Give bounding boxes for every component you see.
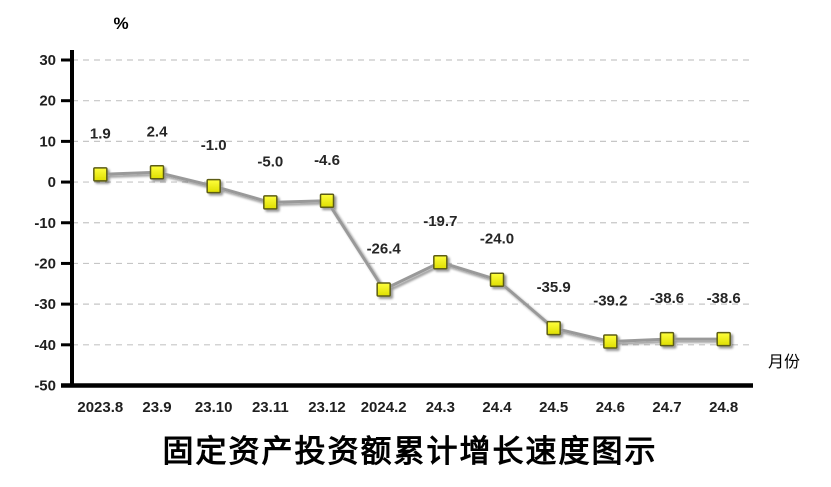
x-tick-label: 23.10 [195,399,233,416]
marker [149,165,165,180]
y-tick-label: 0 [48,174,56,191]
x-tick-label: 24.7 [652,399,681,416]
data-label: -4.6 [314,152,340,169]
x-tick-label: 2023.8 [77,399,123,416]
x-tick-label: 24.5 [539,399,568,416]
data-label: -38.6 [650,290,684,307]
marker [603,334,618,349]
chart-title: 固定资产投资额累计增长速度图示 [162,434,658,469]
y-tick-label: -10 [34,215,56,232]
marker [546,320,561,336]
series-group [93,165,731,349]
x-tick-label: 23.11 [252,399,289,416]
y-tick-label: -50 [34,378,56,395]
y-tick-label: 10 [39,133,56,150]
data-label: -39.2 [593,293,627,310]
marker [376,282,391,297]
data-label: -1.0 [201,137,227,154]
marker [206,178,221,194]
marker [659,331,675,347]
series-line [98,170,726,344]
marker [433,254,448,270]
data-label: 2.4 [147,123,169,140]
data-label: -19.7 [423,213,457,230]
marker [716,331,731,347]
data-label: -24.0 [480,231,514,248]
x-tick-label: 24.8 [709,399,738,416]
marker [263,195,278,210]
data-label: -35.9 [537,279,571,296]
marker [489,272,505,287]
marker [319,193,335,209]
data-label: 1.9 [90,125,111,142]
data-label: -26.4 [367,240,402,257]
x-tick-label: 24.4 [482,399,512,416]
x-tick-label: 23.9 [142,399,171,416]
y-axis-unit-label: % [113,14,128,33]
data-label: -5.0 [257,153,283,170]
y-tick-label: -30 [34,296,56,313]
marker [93,167,108,182]
x-axis-unit-label: 月份 [768,353,800,371]
y-tick-label: -40 [34,337,56,354]
y-tick-label: 30 [39,52,56,69]
y-tick-label: -20 [34,255,56,272]
x-tick-label: 23.12 [308,399,346,416]
x-tick-label: 24.3 [426,399,455,416]
x-tick-label: 2024.2 [361,399,407,416]
x-tick-label: 24.6 [596,399,625,416]
data-label: -38.6 [707,290,741,307]
y-tick-label: 20 [39,93,56,110]
